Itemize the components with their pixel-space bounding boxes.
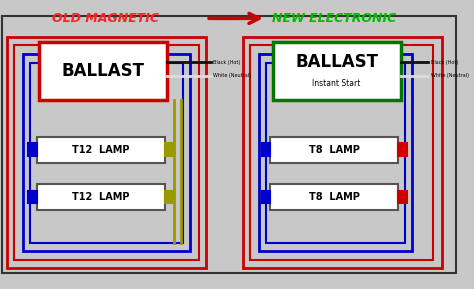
Bar <box>262 191 270 203</box>
Text: T8  LAMP: T8 LAMP <box>309 192 360 202</box>
Bar <box>265 63 405 243</box>
Text: T12  LAMP: T12 LAMP <box>72 192 129 202</box>
Text: White (Neutral): White (Neutral) <box>430 73 469 78</box>
Bar <box>262 143 270 156</box>
Bar <box>28 191 36 203</box>
Bar <box>165 191 173 203</box>
Bar <box>23 54 190 251</box>
Bar <box>39 42 167 100</box>
Bar <box>28 143 36 156</box>
Bar <box>399 143 407 156</box>
Bar <box>36 184 165 210</box>
Bar <box>36 137 165 163</box>
Bar <box>165 143 173 156</box>
Bar <box>30 63 183 243</box>
Text: Black (Hot): Black (Hot) <box>430 60 458 65</box>
Text: T12  LAMP: T12 LAMP <box>72 145 129 155</box>
Bar <box>250 45 433 260</box>
Bar <box>243 37 442 268</box>
Text: NEW ELECTRONIC: NEW ELECTRONIC <box>272 12 396 25</box>
Text: T8  LAMP: T8 LAMP <box>309 145 360 155</box>
Text: White (Neutral): White (Neutral) <box>213 73 251 78</box>
Bar <box>7 37 206 268</box>
Text: Instant Start: Instant Start <box>312 79 361 88</box>
Text: Black (Hot): Black (Hot) <box>213 60 240 65</box>
Bar <box>273 42 401 100</box>
Bar <box>270 137 399 163</box>
Bar <box>2 16 456 273</box>
Bar <box>14 45 199 260</box>
Text: BALLAST: BALLAST <box>295 53 378 71</box>
Text: OLD MAGNETIC: OLD MAGNETIC <box>52 12 159 25</box>
Text: BALLAST: BALLAST <box>62 62 145 80</box>
Bar <box>399 191 407 203</box>
Bar <box>270 184 399 210</box>
Bar <box>259 54 412 251</box>
